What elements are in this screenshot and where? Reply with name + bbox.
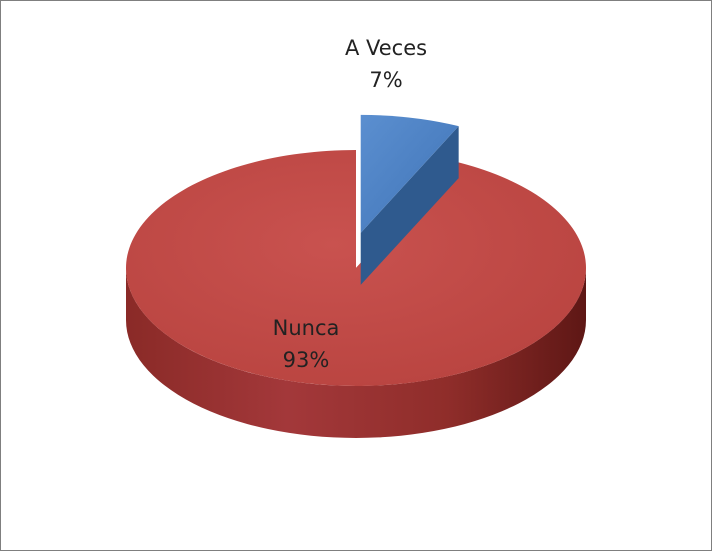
slice-percent-a-veces: 7%	[369, 68, 402, 92]
pie-slice-a-veces-cut-face	[360, 126, 459, 285]
pie-slice-a-veces	[360, 114, 459, 285]
slice-percent-nunca: 93%	[283, 348, 330, 372]
pie-slice-nunca	[125, 150, 587, 438]
slice-label-a-veces: A Veces	[345, 36, 427, 60]
slice-label-nunca: Nunca	[273, 316, 340, 340]
pie-slice-a-veces-top	[360, 114, 459, 233]
pie-slice-nunca-side	[126, 268, 586, 438]
pie-slice-nunca-top	[125, 150, 587, 387]
